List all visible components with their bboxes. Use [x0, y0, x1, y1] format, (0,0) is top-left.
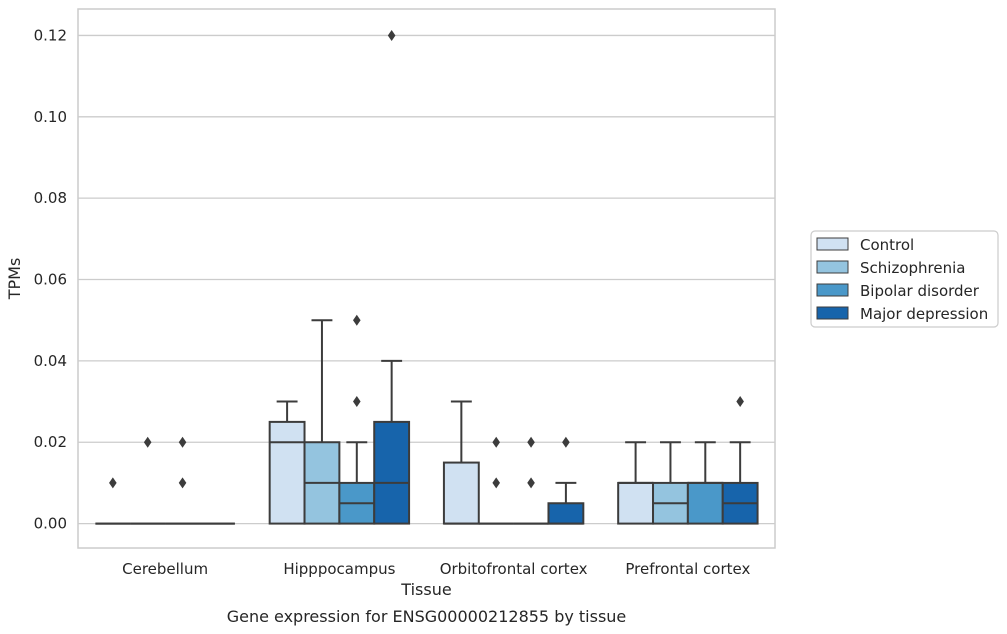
y-tick-label: 0.08 [34, 189, 67, 207]
legend-label: Control [860, 236, 914, 254]
box-body [547, 502, 585, 525]
plot-frame [77, 8, 776, 549]
outlier-point [178, 477, 187, 489]
x-axis: Cerebellum Hipppocampus Orbitofrontal cort… [122, 560, 750, 578]
outlier-point [109, 477, 117, 489]
box-2-2 [513, 436, 549, 525]
x-axis-label: Tissue [400, 580, 451, 599]
x-tick-label: Cerebellum [122, 560, 208, 578]
y-tick-label: 0.02 [34, 433, 67, 451]
outlier-point [492, 436, 500, 448]
box-1-0 [268, 400, 306, 525]
box-1-1 [303, 319, 341, 525]
box-3-0 [617, 441, 655, 525]
chart-caption: Gene expression for ENSG00000212855 by t… [227, 607, 627, 626]
y-tick-label: 0.04 [34, 352, 67, 370]
box-2-1 [478, 436, 514, 525]
outlier-point [736, 396, 744, 408]
outlier-point [353, 396, 361, 408]
legend-label: Major depression [860, 305, 988, 323]
box-2-0 [442, 400, 480, 525]
legend: Control Schizophrenia Bipolar disorder Majo… [810, 230, 999, 328]
legend-swatch [816, 260, 849, 274]
y-tick-label: 0.06 [34, 271, 67, 289]
outlier-point [353, 314, 361, 326]
x-tick-label: Hipppocampus [283, 560, 395, 578]
boxes-layer [95, 29, 759, 525]
legend-label: Schizophrenia [860, 259, 965, 277]
gridlines [78, 34, 775, 525]
box-body [442, 461, 480, 525]
x-tick-label: Orbitofrontal cortex [440, 560, 588, 578]
box-body [617, 481, 655, 525]
outlier-point [562, 436, 570, 448]
x-tick-label: Prefrontal cortex [625, 560, 750, 578]
y-axis-label: TPMs [5, 258, 24, 301]
y-tick-label: 0.12 [34, 26, 67, 44]
legend-swatch [816, 306, 849, 320]
y-tick-label: 0.00 [34, 515, 67, 533]
legend-frame [810, 230, 999, 328]
box-body [268, 420, 306, 525]
box-2-3 [547, 436, 585, 525]
y-axis: 0.00 0.02 0.04 0.06 0.08 0.10 0.12 [34, 26, 67, 532]
outlier-point [527, 436, 535, 448]
outlier-point [527, 477, 535, 489]
box-1-2 [338, 314, 376, 525]
legend-swatch [816, 283, 849, 297]
box-3-1 [652, 441, 689, 525]
outlier-point [492, 477, 500, 489]
box-3-3 [721, 396, 759, 525]
box-0-1 [130, 436, 166, 525]
outlier-point [178, 436, 187, 448]
legend-swatch [816, 237, 849, 251]
outlier-point [143, 436, 152, 448]
outlier-point [387, 29, 396, 41]
box-body [373, 420, 411, 525]
box-1-3 [373, 29, 411, 525]
box-0-2 [165, 436, 200, 525]
box-0-0 [95, 477, 131, 525]
box-body [686, 481, 724, 525]
y-tick-label: 0.10 [34, 108, 67, 126]
legend-label: Bipolar disorder [860, 282, 980, 300]
box-3-2 [686, 441, 724, 525]
